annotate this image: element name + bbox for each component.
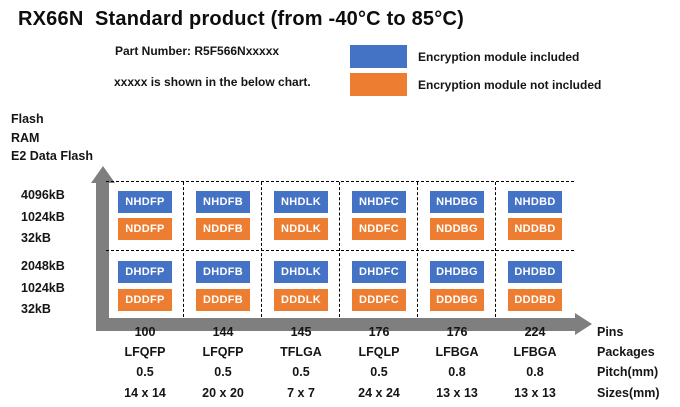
matrix-column-100pin: NHDFP NDDFP DHDFP DDDFP bbox=[106, 182, 184, 317]
sizes-row-label: Sizes(mm) bbox=[597, 386, 660, 400]
e2-size-label: 32kB bbox=[21, 231, 51, 245]
footer-cell: LFBGA bbox=[513, 345, 557, 359]
footer-cell: 14 x 14 bbox=[124, 386, 166, 400]
part-cell: DHDBG bbox=[430, 261, 484, 283]
footer-cell: 145 bbox=[290, 325, 312, 339]
footer-cell: 13 x 13 bbox=[436, 386, 478, 400]
part-cell: NHDFP bbox=[118, 191, 172, 213]
pins-row-label: Pins bbox=[597, 325, 624, 339]
footer-cell: LFQFP bbox=[124, 345, 166, 359]
flash-size-label: 2048kB bbox=[21, 259, 65, 273]
ram-size-label: 1024kB bbox=[21, 280, 65, 295]
footer-cell: LFBGA bbox=[435, 345, 479, 359]
memory-group-1-labels: 4096kB 1024kB 32kB bbox=[21, 185, 65, 250]
group-divider-line bbox=[106, 250, 574, 251]
part-cell: NDDBD bbox=[508, 218, 562, 240]
pitch-row: 0.5 0.5 0.5 0.5 0.8 0.8 Pitch(mm) bbox=[106, 362, 680, 382]
part-cell: DDDFB bbox=[196, 289, 250, 311]
part-cell: DDDBG bbox=[430, 289, 484, 311]
axis-title-ram: RAM bbox=[11, 130, 40, 145]
ram-size-label: 1024kB bbox=[21, 209, 65, 224]
pins-row: 100 144 145 176 176 224 Pins bbox=[106, 322, 680, 342]
footer-cell: 0.8 bbox=[526, 365, 544, 379]
footer-cell: 144 bbox=[212, 325, 234, 339]
matrix-column-176pin-lfbga: NHDBG NDDBG DHDBG DDDBG bbox=[418, 182, 496, 317]
footer-cell: LFQFP bbox=[202, 345, 244, 359]
pitch-row-label: Pitch(mm) bbox=[597, 365, 659, 379]
footer-cell: 24 x 24 bbox=[358, 386, 400, 400]
legend-not-included-swatch bbox=[350, 73, 407, 96]
x-axis-arrow-shaft bbox=[96, 318, 575, 331]
footer-cell: 0.5 bbox=[292, 365, 310, 379]
part-cell: NHDFC bbox=[352, 191, 406, 213]
part-cell: NDDFP bbox=[118, 218, 172, 240]
part-cell: NHDBD bbox=[508, 191, 562, 213]
part-cell: NHDLK bbox=[274, 191, 328, 213]
part-cell: DDDLK bbox=[274, 289, 328, 311]
memory-group-2-labels: 2048kB 1024kB 32kB bbox=[21, 256, 65, 321]
legend-not-included-label: Encryption module not included bbox=[418, 77, 602, 92]
matrix-column-144pin: NHDFB NDDFB DHDFB DDDFB bbox=[184, 182, 262, 317]
footer-cell: 13 x 13 bbox=[514, 386, 556, 400]
part-cell: NHDBG bbox=[430, 191, 484, 213]
legend-included-label: Encryption module included bbox=[418, 49, 580, 64]
x-axis-arrow-head-icon bbox=[575, 313, 592, 335]
flash-size-label: 4096kB bbox=[21, 188, 65, 202]
part-cell: DHDLK bbox=[274, 261, 328, 283]
part-cell: NDDFC bbox=[352, 218, 406, 240]
packages-row: LFQFP LFQFP TFLGA LFQLP LFBGA LFBGA Pack… bbox=[106, 342, 680, 362]
part-number-matrix: NHDFP NDDFP DHDFP DDDFP NHDFB NDDFB DHDF… bbox=[106, 181, 574, 317]
memory-axis-titles: Flash RAM E2 Data Flash bbox=[11, 110, 93, 166]
part-cell: NHDFB bbox=[196, 191, 250, 213]
footer-cell: 100 bbox=[134, 325, 156, 339]
y-axis-arrow-head-icon bbox=[91, 166, 115, 183]
part-number-text: Part Number: R5F566Nxxxxx bbox=[115, 44, 280, 58]
legend-row-included: Encryption module included bbox=[350, 45, 579, 68]
matrix-column-145pin: NHDLK NDDLK DHDLK DDDLK bbox=[262, 182, 340, 317]
part-cell: NDDLK bbox=[274, 218, 328, 240]
part-cell: DDDFC bbox=[352, 289, 406, 311]
packages-row-label: Packages bbox=[597, 345, 655, 359]
part-number-hint: xxxxx is shown in the below chart. bbox=[114, 75, 311, 89]
footer-cell: 0.5 bbox=[136, 365, 154, 379]
part-cell: DHDBD bbox=[508, 261, 562, 283]
footer-cell: 20 x 20 bbox=[202, 386, 244, 400]
axis-title-e2-data-flash: E2 Data Flash bbox=[11, 149, 93, 163]
legend-row-not-included: Encryption module not included bbox=[350, 73, 601, 96]
axis-title-flash: Flash bbox=[11, 112, 44, 126]
e2-size-label: 32kB bbox=[21, 302, 51, 316]
footer-cell: 176 bbox=[368, 325, 390, 339]
footer-cell: 7 x 7 bbox=[287, 386, 315, 400]
part-cell: DDDFP bbox=[118, 289, 172, 311]
part-cell: NDDBG bbox=[430, 218, 484, 240]
y-axis-arrow-shaft bbox=[96, 181, 109, 331]
matrix-column-176pin-lfqlp: NHDFC NDDFC DHDFC DDDFC bbox=[340, 182, 418, 317]
part-cell: DDDBD bbox=[508, 289, 562, 311]
footer-cell: 0.5 bbox=[214, 365, 232, 379]
footer-cell: 0.8 bbox=[448, 365, 466, 379]
sizes-row: 14 x 14 20 x 20 7 x 7 24 x 24 13 x 13 13… bbox=[106, 383, 680, 403]
part-cell: DHDFP bbox=[118, 261, 172, 283]
part-cell: DHDFB bbox=[196, 261, 250, 283]
part-cell: NDDFB bbox=[196, 218, 250, 240]
footer-cell: LFQLP bbox=[358, 345, 400, 359]
matrix-column-224pin: NHDBD NDDBD DHDBD DDDBD bbox=[496, 182, 574, 317]
footer-cell: TFLGA bbox=[280, 345, 322, 359]
footer-cell: 0.5 bbox=[370, 365, 388, 379]
page-title: RX66N Standard product (from -40°C to 85… bbox=[18, 8, 464, 30]
footer-cell: 224 bbox=[524, 325, 546, 339]
legend-included-swatch bbox=[350, 45, 407, 68]
footer-cell: 176 bbox=[446, 325, 468, 339]
part-cell: DHDFC bbox=[352, 261, 406, 283]
